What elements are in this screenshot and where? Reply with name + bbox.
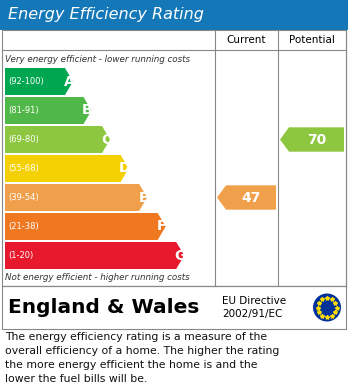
Text: E: E [139, 190, 148, 204]
Polygon shape [217, 185, 276, 210]
Text: Energy Efficiency Rating: Energy Efficiency Rating [8, 7, 204, 23]
Text: Very energy efficient - lower running costs: Very energy efficient - lower running co… [5, 54, 190, 63]
Polygon shape [5, 68, 73, 95]
Text: Current: Current [227, 35, 266, 45]
Text: F: F [157, 219, 166, 233]
Text: (92-100): (92-100) [8, 77, 44, 86]
Text: Not energy efficient - higher running costs: Not energy efficient - higher running co… [5, 273, 190, 283]
Circle shape [313, 294, 341, 321]
Text: D: D [119, 161, 130, 176]
Text: (1-20): (1-20) [8, 251, 33, 260]
Text: G: G [175, 249, 186, 262]
Polygon shape [5, 155, 129, 182]
Text: 2002/91/EC: 2002/91/EC [222, 309, 282, 319]
Text: 70: 70 [307, 133, 326, 147]
Text: (55-68): (55-68) [8, 164, 39, 173]
Bar [2, 286, 346, 329]
Polygon shape [5, 126, 110, 153]
Text: England & Wales: England & Wales [8, 298, 199, 317]
Text: The energy efficiency rating is a measure of the
overall efficiency of a home. T: The energy efficiency rating is a measur… [5, 332, 279, 384]
Text: (21-38): (21-38) [8, 222, 39, 231]
Polygon shape [5, 184, 147, 211]
Text: 47: 47 [241, 190, 261, 204]
Bar [2, 30, 346, 286]
Text: (39-54): (39-54) [8, 193, 39, 202]
Text: B: B [82, 104, 93, 118]
Text: A: A [64, 75, 74, 88]
Polygon shape [5, 242, 184, 269]
Text: C: C [101, 133, 111, 147]
Polygon shape [5, 97, 92, 124]
Bar [0, 0, 348, 30]
Text: (69-80): (69-80) [8, 135, 39, 144]
Text: (81-91): (81-91) [8, 106, 39, 115]
Polygon shape [5, 213, 166, 240]
Polygon shape [280, 127, 344, 152]
Text: EU Directive: EU Directive [222, 296, 286, 306]
Text: Potential: Potential [289, 35, 335, 45]
